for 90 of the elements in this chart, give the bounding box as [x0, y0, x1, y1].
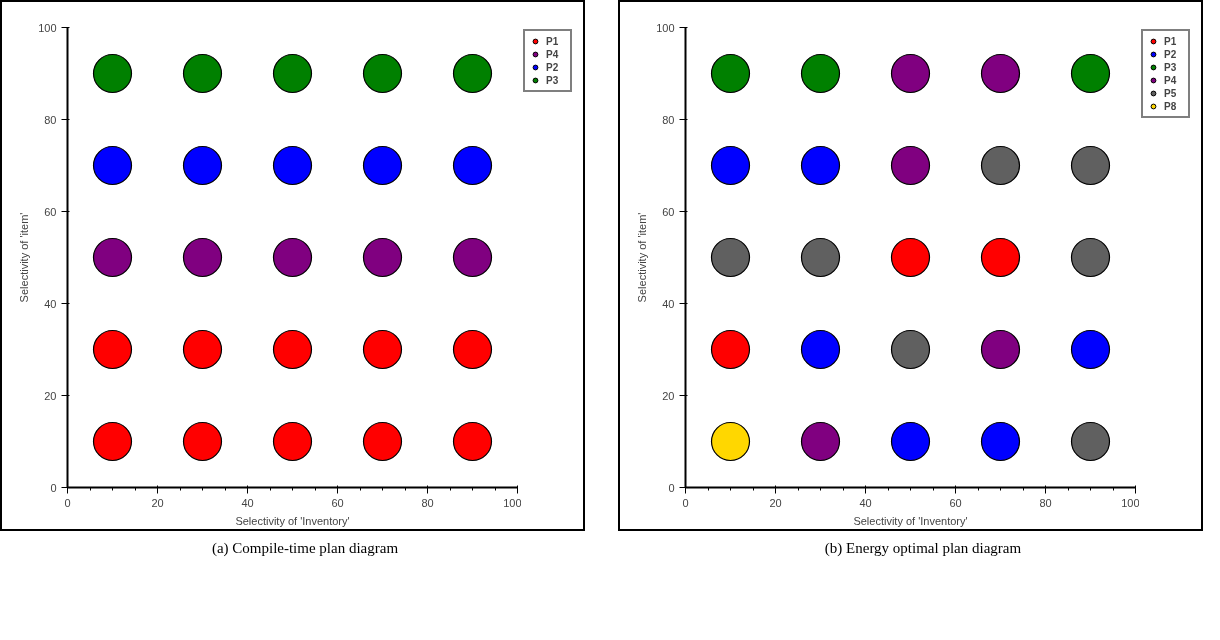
legend-label: P3	[546, 74, 560, 86]
y-tick-label: 100	[38, 21, 57, 34]
point	[92, 421, 133, 462]
point	[362, 53, 403, 94]
point	[182, 421, 223, 462]
legend-label: P5	[1164, 87, 1178, 99]
point	[800, 237, 841, 278]
point	[710, 421, 751, 462]
x-tick-label: 100	[1121, 496, 1140, 509]
x-tick-label: 0	[682, 496, 689, 509]
y-tick-label: 20	[662, 389, 675, 402]
point	[92, 145, 133, 186]
point	[1070, 329, 1111, 370]
point	[800, 421, 841, 462]
point	[452, 53, 493, 94]
point	[362, 237, 403, 278]
point	[890, 145, 931, 186]
point	[890, 53, 931, 94]
point	[452, 237, 493, 278]
point	[182, 145, 223, 186]
point	[710, 237, 751, 278]
point	[182, 237, 223, 278]
x-tick-label: 60	[331, 496, 344, 509]
y-tick-label: 80	[44, 113, 57, 126]
point	[710, 145, 751, 186]
point	[1070, 237, 1111, 278]
point	[710, 329, 751, 370]
text: (b) Energy optimal plan diagram	[824, 539, 1022, 558]
y-tick-label: 20	[44, 389, 57, 402]
point	[980, 53, 1021, 94]
x-tick-label: 40	[859, 496, 872, 509]
x-tick-label: 60	[949, 496, 962, 509]
legend-label: P1	[546, 35, 560, 47]
point	[980, 145, 1021, 186]
point	[452, 329, 493, 370]
y-tick-label: 0	[668, 481, 675, 494]
point	[272, 237, 313, 278]
y-axis-title: Selectivity of 'item'	[18, 212, 31, 303]
y-tick-label: 60	[662, 205, 675, 218]
point	[980, 329, 1021, 370]
x-tick-label: 20	[151, 496, 164, 509]
point	[980, 421, 1021, 462]
y-tick-label: 80	[662, 113, 675, 126]
point	[452, 421, 493, 462]
y-tick-label: 40	[662, 297, 675, 310]
point	[182, 329, 223, 370]
legend-label: P2	[1164, 48, 1178, 60]
point	[800, 145, 841, 186]
point	[710, 53, 751, 94]
point	[1070, 145, 1111, 186]
y-tick-label: 60	[44, 205, 57, 218]
x-tick-label: 80	[1039, 496, 1052, 509]
point	[362, 421, 403, 462]
point	[890, 421, 931, 462]
point	[272, 329, 313, 370]
point	[272, 421, 313, 462]
point	[272, 145, 313, 186]
legend-label: P4	[1164, 74, 1178, 86]
point	[980, 237, 1021, 278]
y-tick-label: 100	[656, 21, 675, 34]
x-tick-label: 0	[64, 496, 71, 509]
legend-label: P3	[1164, 61, 1178, 73]
point	[890, 237, 931, 278]
legend-label: P1	[1164, 35, 1178, 47]
point	[890, 329, 931, 370]
point	[1070, 53, 1111, 94]
x-axis-title: Selectivity of 'Inventory'	[235, 514, 350, 527]
point	[452, 145, 493, 186]
y-tick-label: 0	[50, 481, 57, 494]
point	[92, 237, 133, 278]
x-tick-label: 100	[503, 496, 522, 509]
y-axis-title: Selectivity of 'item'	[636, 212, 649, 303]
y-tick-label: 40	[44, 297, 57, 310]
x-tick-label: 20	[769, 496, 782, 509]
x-axis-title: Selectivity of 'Inventory'	[853, 514, 968, 527]
point	[92, 329, 133, 370]
x-tick-label: 80	[421, 496, 434, 509]
point	[800, 53, 841, 94]
point	[800, 329, 841, 370]
text: (a) Compile-time plan diagram	[211, 539, 399, 558]
point	[92, 53, 133, 94]
legend-label: P8	[1164, 100, 1178, 112]
legend-label: P2	[546, 61, 560, 73]
legend-label: P4	[546, 48, 560, 60]
point	[362, 329, 403, 370]
x-tick-label: 40	[241, 496, 254, 509]
point	[182, 53, 223, 94]
point	[1070, 421, 1111, 462]
point	[362, 145, 403, 186]
point	[272, 53, 313, 94]
